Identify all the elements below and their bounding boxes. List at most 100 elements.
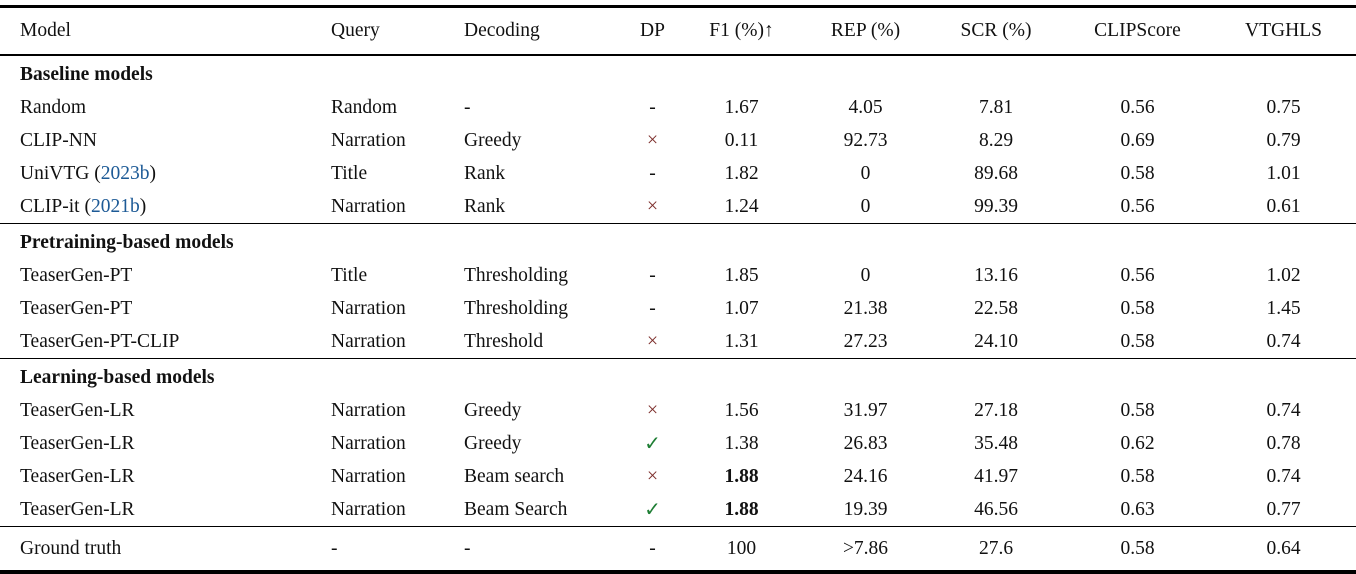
column-header-query: Query: [330, 6, 463, 56]
citation-link[interactable]: 2021b: [90, 195, 140, 217]
cell-vtghls: 0.74: [1266, 399, 1301, 421]
cell-scr: 46.56: [974, 498, 1018, 520]
cell-clipscore: 0.63: [1120, 498, 1155, 520]
cell-vtghls: 0.77: [1266, 498, 1301, 520]
section-title: Pretraining-based models: [0, 223, 1356, 259]
table-row: TeaserGen-PT Title Thresholding - 1.85 0 13.16…: [0, 259, 1356, 292]
table-section: Baseline models Random Random - - 1.67 4.05 7.8…: [0, 55, 1356, 224]
cell-dp: ×: [625, 460, 680, 493]
column-header-clipscore: CLIPScore: [1064, 6, 1211, 56]
column-header-dp: DP: [625, 6, 680, 56]
cell-clipscore: 0.56: [1120, 195, 1155, 217]
cell-query: Narration: [331, 297, 406, 319]
cell-decoding: Greedy: [464, 399, 522, 421]
section-title: Learning-based models: [0, 358, 1356, 394]
cell-query: Narration: [331, 399, 406, 421]
cell-model: TeaserGen-PT: [20, 264, 133, 286]
cell-dp: ✓: [625, 493, 680, 527]
cell-decoding: Greedy: [464, 129, 522, 151]
cell-query: Narration: [331, 330, 406, 352]
table-row: UniVTG (2023b) Title Rank - 1.82 0 89.68 0.58 1.…: [0, 157, 1356, 190]
cell-f1: 1.82: [724, 162, 759, 184]
column-header-vtghls: VTGHLS: [1211, 6, 1356, 56]
cell-f1: 1.24: [724, 195, 759, 217]
cell-model: TeaserGen-LR: [20, 465, 135, 487]
cell-scr: 27.6: [928, 526, 1064, 572]
cell-model: TeaserGen-LR: [20, 399, 135, 421]
cell-rep: 19.39: [843, 498, 888, 520]
cell-scr: 22.58: [974, 297, 1018, 319]
cell-rep: 21.38: [843, 297, 888, 319]
section-header-row: Baseline models: [0, 55, 1356, 91]
cell-vtghls: 0.78: [1266, 432, 1301, 454]
section-header-row: Learning-based models: [0, 358, 1356, 394]
cell-dp: ×: [625, 325, 680, 359]
cell-query: Title: [331, 162, 368, 184]
cell-decoding: Thresholding: [464, 264, 568, 286]
cell-model: CLIP-it (2021b): [20, 195, 147, 217]
cell-clipscore: 0.62: [1120, 432, 1155, 454]
table-row: TeaserGen-PT Narration Thresholding - 1.07 21…: [0, 292, 1356, 325]
cell-model: CLIP-NN: [20, 129, 97, 151]
cell-dp: -: [649, 297, 656, 319]
cell-f1: 1.31: [724, 330, 759, 352]
cell-clipscore: 0.56: [1120, 96, 1155, 118]
table-section: Pretraining-based models TeaserGen-PT Titl…: [0, 223, 1356, 359]
cell-f1: 100: [680, 526, 803, 572]
cell-query: Narration: [331, 129, 406, 151]
cell-clipscore: 0.58: [1064, 526, 1211, 572]
cell-f1: 1.88: [724, 465, 759, 487]
x-mark-icon: ×: [646, 129, 659, 151]
cell-decoding: Greedy: [464, 432, 522, 454]
header-row: Model Query Decoding DP F1 (%)↑ REP (%) …: [0, 6, 1356, 56]
cell-decoding: Rank: [464, 195, 506, 217]
column-header-rep: REP (%): [803, 6, 928, 56]
cell-vtghls: 0.61: [1266, 195, 1301, 217]
cell-model: UniVTG (2023b): [20, 162, 156, 184]
cell-query: -: [330, 526, 463, 572]
cell-decoding: Beam search: [464, 465, 565, 487]
cell-f1: 0.11: [724, 129, 759, 151]
cell-rep: 0: [860, 162, 871, 184]
cell-f1: 1.67: [724, 96, 759, 118]
cell-scr: 35.48: [974, 432, 1018, 454]
cell-scr: 27.18: [974, 399, 1018, 421]
cell-decoding: -: [464, 96, 471, 118]
table-row: TeaserGen-PT-CLIP Narration Threshold × 1.31…: [0, 325, 1356, 359]
citation-link[interactable]: 2023b: [100, 162, 150, 184]
cell-f1: 1.85: [724, 264, 759, 286]
cell-decoding: Rank: [464, 162, 506, 184]
cell-model: Random: [20, 96, 87, 118]
results-table: Model Query Decoding DP F1 (%)↑ REP (%) …: [0, 5, 1356, 574]
x-mark-icon: ×: [646, 195, 659, 217]
cell-vtghls: 1.02: [1266, 264, 1301, 286]
cell-dp: ×: [625, 190, 680, 224]
cell-query: Narration: [331, 432, 406, 454]
section-header-row: Pretraining-based models: [0, 223, 1356, 259]
cell-model: TeaserGen-PT: [20, 297, 133, 319]
table-row: CLIP-it (2021b) Narration Rank × 1.24 0 99.39 0…: [0, 190, 1356, 224]
cell-decoding: Threshold: [464, 330, 544, 352]
cell-rep: >7.86: [803, 526, 928, 572]
cell-rep: 0: [860, 195, 871, 217]
cell-scr: 8.29: [978, 129, 1014, 151]
column-header-scr: SCR (%): [928, 6, 1064, 56]
cell-dp: -: [625, 526, 680, 572]
cell-clipscore: 0.56: [1120, 264, 1155, 286]
cell-clipscore: 0.58: [1120, 297, 1155, 319]
cell-scr: 89.68: [974, 162, 1018, 184]
cell-dp: ×: [625, 124, 680, 157]
cell-rep: 27.23: [843, 330, 888, 352]
column-header-model: Model: [0, 6, 330, 56]
column-header-decoding: Decoding: [463, 6, 625, 56]
cell-model: TeaserGen-LR: [20, 432, 135, 454]
cell-f1: 1.38: [724, 432, 759, 454]
cell-rep: 92.73: [843, 129, 888, 151]
column-header-f1: F1 (%)↑: [680, 6, 803, 56]
table-section: Learning-based models TeaserGen-LR Narrati…: [0, 358, 1356, 527]
cell-scr: 13.16: [974, 264, 1018, 286]
cell-f1: 1.07: [724, 297, 759, 319]
check-mark-icon: ✓: [644, 499, 661, 521]
cell-model: Ground truth: [0, 526, 330, 572]
cell-vtghls: 0.74: [1266, 330, 1301, 352]
